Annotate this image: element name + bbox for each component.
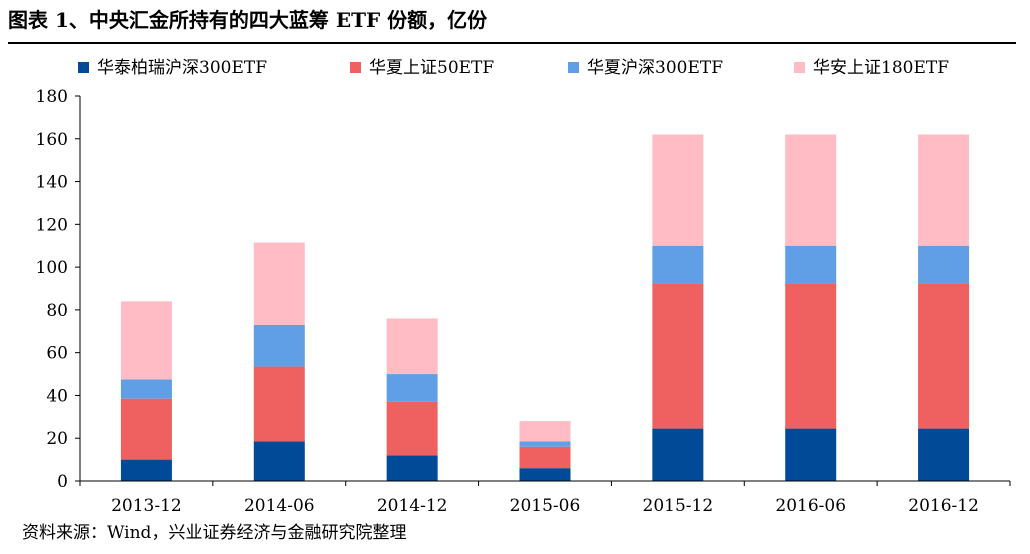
x-tick-label: 2014-12 [377, 496, 448, 516]
bar-segment-2014-12-s4 [386, 318, 438, 375]
y-tick-label: 140 [36, 173, 68, 193]
x-axis: 2013-12 2014-06 2014-12 2015-06 2015-12 2016-… [79, 480, 1011, 516]
bar-segment-2014-12-s3 [386, 374, 438, 402]
bar-segment-2015-12-s4 [652, 134, 704, 246]
bar-segment-2015-06-s4 [519, 421, 571, 442]
legend-swatch-2 [350, 62, 361, 73]
y-tick-label: 180 [36, 87, 68, 107]
bar-segment-2015-06-s2 [519, 446, 571, 469]
bar-segment-2014-12-s1 [386, 455, 438, 481]
legend-label-1: 华泰柏瑞沪深300ETF [97, 58, 267, 78]
bar-segment-2014-06-s4 [253, 242, 305, 325]
y-axis: 0 20 40 60 80 100 120 140 160 180 [36, 87, 81, 492]
x-tick-label: 2016-12 [908, 496, 979, 516]
x-tick-label: 2016-06 [775, 496, 846, 516]
bar-segment-2013-12-s4 [120, 301, 172, 380]
bar-segment-2015-06-s3 [519, 441, 571, 447]
bar-segment-2016-06-s1 [785, 428, 837, 481]
legend-label-3: 华夏沪深300ETF [587, 58, 723, 78]
x-tick-label: 2015-12 [643, 496, 714, 516]
stacked-bar-chart: 华泰柏瑞沪深300ETF 华夏上证50ETF 华夏沪深300ETF 华安上证180ET… [36, 58, 1011, 516]
x-tick-label: 2013-12 [111, 496, 182, 516]
legend-swatch-4 [794, 62, 805, 73]
y-tick-label: 40 [46, 386, 68, 406]
bar-segment-2014-12-s2 [386, 401, 438, 456]
legend-swatch-1 [78, 62, 89, 73]
y-tick-label: 100 [36, 258, 68, 278]
x-tick-label: 2014-06 [244, 496, 315, 516]
bar-segment-2016-12-s2 [918, 283, 970, 429]
legend-swatch-3 [568, 62, 579, 73]
bar-segment-2016-06-s4 [785, 134, 837, 246]
y-tick-label: 80 [46, 301, 68, 321]
bar-segment-2014-06-s2 [253, 366, 305, 442]
y-tick-label: 120 [36, 215, 68, 235]
y-tick-label: 60 [46, 344, 68, 364]
legend-label-4: 华安上证180ETF [813, 58, 949, 78]
bar-segment-2014-06-s3 [253, 324, 305, 367]
bar-segment-2013-12-s1 [120, 459, 172, 481]
bar-segment-2014-06-s1 [253, 441, 305, 481]
bar-segment-2016-06-s2 [785, 283, 837, 429]
bar-segment-2015-12-s3 [652, 245, 704, 284]
x-tick-label: 2015-06 [510, 496, 581, 516]
bar-segment-2015-12-s1 [652, 428, 704, 481]
bar-segment-2013-12-s3 [120, 379, 172, 399]
bar-segment-2015-12-s2 [652, 283, 704, 429]
bar-segment-2016-12-s4 [918, 134, 970, 246]
bar-segment-2016-12-s1 [918, 428, 970, 481]
bar-segment-2015-06-s1 [519, 468, 571, 481]
legend-label-2: 华夏上证50ETF [369, 58, 494, 78]
source-note: 资料来源：Wind，兴业证券经济与金融研究院整理 [22, 523, 407, 543]
title-rule [8, 42, 1016, 44]
bar-segment-2016-12-s3 [918, 245, 970, 284]
y-tick-label: 0 [57, 472, 68, 492]
bars [120, 134, 970, 481]
chart-title: 图表 1、中央汇金所持有的四大蓝筹 ETF 份额，亿份 [8, 8, 488, 32]
legend: 华泰柏瑞沪深300ETF 华夏上证50ETF 华夏沪深300ETF 华安上证180ET… [78, 58, 949, 78]
y-tick-label: 160 [36, 130, 68, 150]
y-tick-label: 20 [46, 429, 68, 449]
bar-segment-2013-12-s2 [120, 398, 172, 460]
bar-segment-2016-06-s3 [785, 245, 837, 284]
